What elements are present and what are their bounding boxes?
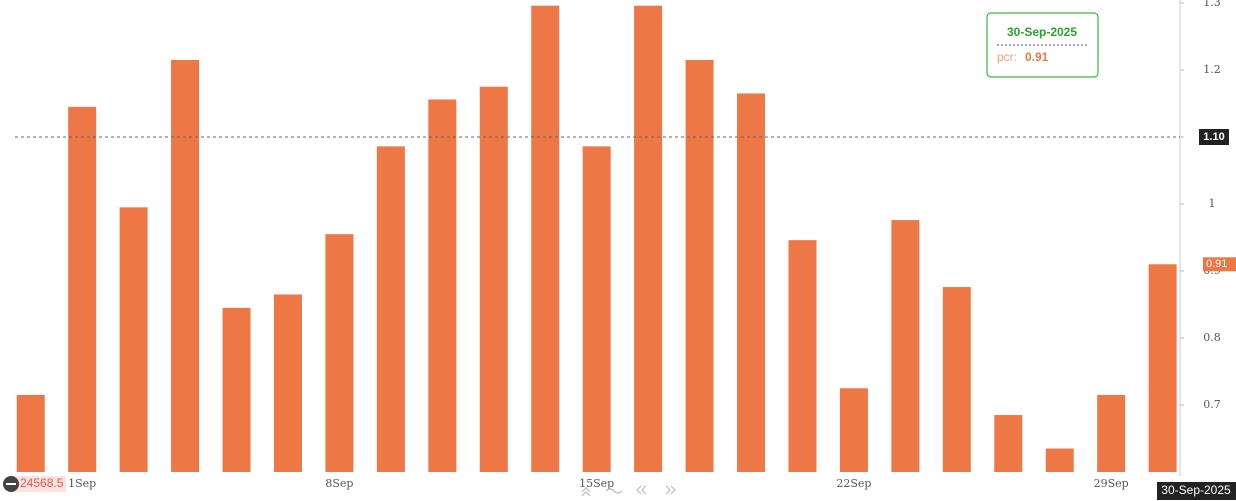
bar [1097,394,1126,472]
y-tick-label: 0.7 [1203,398,1221,411]
tooltip-series-name: pcr: [997,50,1017,64]
bar [376,146,405,472]
bar [479,86,508,472]
bar [994,415,1023,472]
y-tick-label: 0.8 [1203,331,1221,344]
crosshair-tag-label: 1.10 [1203,131,1224,143]
crosshair-date-tag [1157,482,1236,500]
bar [634,5,663,473]
bar [1148,264,1177,472]
price-badge-bg [12,476,66,492]
x-tick-label: 29Sep [1094,477,1129,490]
y-tick-label: 1.3 [1203,0,1221,9]
bar [582,146,611,472]
nav-up[interactable] [581,487,591,497]
y-tick-label: 1.2 [1203,63,1221,76]
bar [788,240,817,472]
bar [685,59,714,472]
tooltip-date: 30-Sep-2025 [1007,25,1077,39]
collapse-icon-bar [6,483,16,485]
last-value-tag [1203,257,1236,272]
crosshair-tag [1199,129,1229,145]
x-tick-label: 15Sep [579,477,614,490]
bar [942,287,971,472]
price-label: 24568.5 [20,476,64,490]
bar [531,5,560,473]
nav-icons [581,485,676,497]
bar [891,220,920,472]
bar [16,394,45,472]
nav-reset[interactable] [605,488,623,494]
bar [171,59,200,472]
crosshair-date-label: 30-Sep-2025 [1161,483,1231,497]
bar [119,207,148,472]
bar [737,93,766,472]
tooltip: 30-Sep-2025 pcr: 0.91 [986,12,1099,78]
bar [428,99,457,472]
last-value-label: 0.91 [1206,258,1227,270]
x-tick-label: 1Sep [68,477,96,490]
tooltip-value: 0.91 [1025,50,1049,64]
bar [839,388,868,472]
price-badge: 24568.5 [3,476,66,492]
nav-right[interactable] [665,485,676,495]
bar [273,294,302,472]
nav-left[interactable] [636,485,647,495]
y-tick-label: 1 [1209,197,1216,210]
bar [325,234,354,472]
bar [68,106,97,472]
bar [1045,448,1074,472]
plot-area: 0.70.80.911.11.21.31Sep8Sep15Sep22Sep29S… [16,0,1221,490]
bar [222,307,251,472]
x-tick-label: 22Sep [836,477,871,490]
x-tick-label: 8Sep [325,477,353,490]
